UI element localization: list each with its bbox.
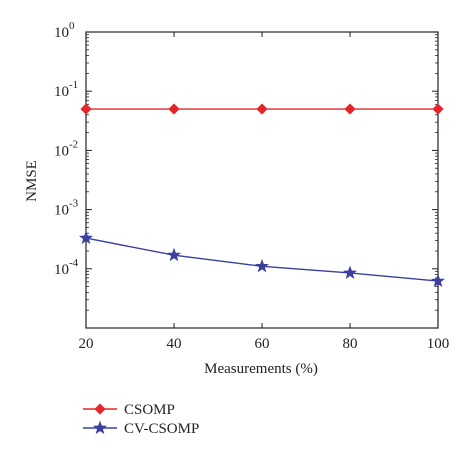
data-point-csomp	[344, 103, 356, 115]
data-point-cv-csomp	[430, 273, 446, 288]
data-point-cv-csomp	[254, 258, 270, 273]
series-csomp	[80, 103, 444, 115]
legend-entry-csomp: CSOMP	[83, 402, 175, 418]
legend-marker	[94, 403, 106, 415]
series-layer	[78, 103, 446, 288]
x-tick-label: 20	[79, 336, 94, 352]
data-point-cv-csomp	[78, 230, 94, 245]
plot-frame	[85, 31, 439, 329]
data-point-csomp	[432, 103, 444, 115]
y-tick-label: 10-4	[54, 257, 79, 278]
x-tick-label: 40	[167, 336, 182, 352]
legend: CSOMP CV-CSOMP	[83, 402, 199, 437]
data-point-cv-csomp	[342, 265, 358, 279]
y-tick-label: 100	[54, 20, 75, 41]
x-axis-label: Measurements (%)	[204, 361, 318, 377]
legend-label: CV-CSOMP	[124, 421, 199, 437]
data-point-csomp	[168, 103, 180, 115]
axis-ticks: 20 40 60 80 100 100 10-1 10-2 10-3 10-4	[54, 20, 449, 352]
legend-entry-cv-csomp: CV-CSOMP	[83, 420, 199, 437]
plot-area	[85, 31, 439, 329]
y-tick-label: 10-3	[54, 198, 79, 219]
data-point-csomp	[80, 103, 92, 115]
y-tick-label: 10-1	[54, 79, 78, 100]
y-axis-label: NMSE	[24, 160, 40, 202]
legend-marker	[92, 420, 108, 434]
x-tick-label: 80	[343, 336, 358, 352]
data-point-csomp	[256, 103, 268, 115]
series-cv-csomp	[78, 230, 446, 288]
legend-label: CSOMP	[124, 402, 175, 418]
data-point-cv-csomp	[166, 247, 182, 262]
x-tick-label: 100	[427, 336, 450, 352]
y-tick-label: 10-2	[54, 138, 78, 159]
x-tick-label: 60	[255, 336, 270, 352]
